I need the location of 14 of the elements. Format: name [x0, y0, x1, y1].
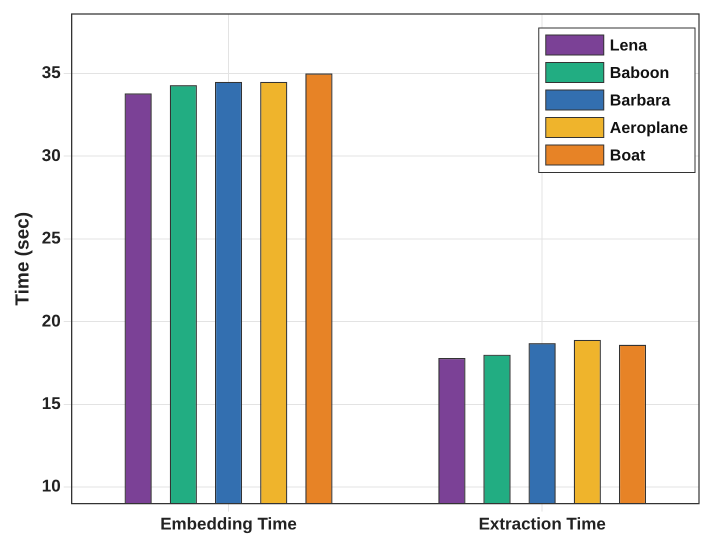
legend-label: Boat — [610, 147, 646, 164]
y-tick-label: 20 — [42, 311, 61, 330]
legend-label: Baboon — [610, 64, 670, 82]
y-tick-label: 35 — [42, 63, 61, 82]
legend-label: Lena — [610, 37, 648, 54]
y-tick-label: 15 — [42, 394, 61, 414]
y-axis-title: Time (sec) — [12, 212, 34, 306]
x-tick-label: Embedding Time — [160, 514, 297, 534]
y-tick-label: 10 — [42, 476, 61, 496]
x-tick-label: Extraction Time — [478, 514, 606, 534]
y-tick-label: 25 — [42, 228, 61, 248]
y-tick-label: 30 — [42, 146, 61, 165]
legend-label: Aeroplane — [610, 120, 688, 137]
legend-label: Barbara — [610, 92, 670, 110]
